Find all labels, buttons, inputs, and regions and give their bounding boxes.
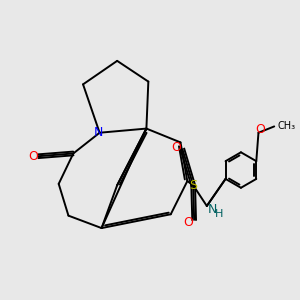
Text: O: O [183, 216, 193, 229]
Text: S: S [189, 179, 197, 192]
Text: N: N [207, 203, 217, 216]
Text: O: O [28, 150, 38, 163]
Text: N: N [94, 126, 103, 139]
Text: H: H [215, 209, 223, 219]
Text: O: O [171, 141, 181, 154]
Text: CH₃: CH₃ [278, 122, 296, 131]
Text: O: O [255, 123, 265, 136]
